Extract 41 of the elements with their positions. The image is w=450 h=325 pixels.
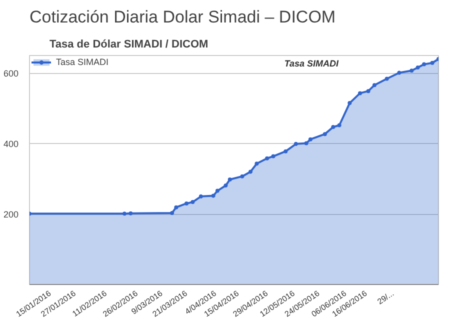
point: [430, 60, 434, 65]
point: [372, 83, 376, 88]
point: [322, 132, 327, 136]
x-tick-label: 29/...: [376, 288, 396, 306]
point: [358, 91, 362, 96]
point: [331, 125, 336, 130]
point: [174, 205, 178, 210]
y-tick-label: 200: [3, 210, 19, 220]
point: [240, 174, 244, 178]
point: [416, 65, 420, 70]
point: [284, 149, 288, 154]
point: [397, 70, 402, 75]
point: [348, 101, 352, 106]
point: [228, 178, 232, 182]
point: [410, 68, 414, 73]
point: [308, 137, 312, 142]
y-tick-label: 600: [3, 68, 19, 79]
point: [304, 141, 308, 146]
point: [265, 156, 270, 160]
point: [384, 76, 389, 81]
legend-label: Tasa SIMADI: [56, 57, 109, 67]
point: [190, 200, 195, 204]
point: [271, 154, 276, 158]
point: [254, 162, 259, 166]
point: [198, 194, 203, 198]
point: [366, 89, 370, 94]
point: [128, 211, 133, 216]
point: [224, 184, 228, 188]
point: [248, 170, 253, 174]
point: [122, 212, 127, 216]
chart-title: Cotización Diaria Dolar Simadi – DICOM: [30, 8, 336, 26]
y-tick-label: 400: [3, 139, 19, 150]
annotation: Tasa SIMADI: [284, 58, 339, 68]
point: [170, 210, 174, 215]
point: [215, 188, 220, 193]
chart-subtitle: Tasa de Dólar SIMADI / DICOM: [50, 38, 208, 50]
point: [422, 62, 426, 66]
point: [337, 123, 342, 128]
point: [211, 194, 216, 198]
point: [184, 201, 188, 206]
point: [294, 142, 298, 146]
